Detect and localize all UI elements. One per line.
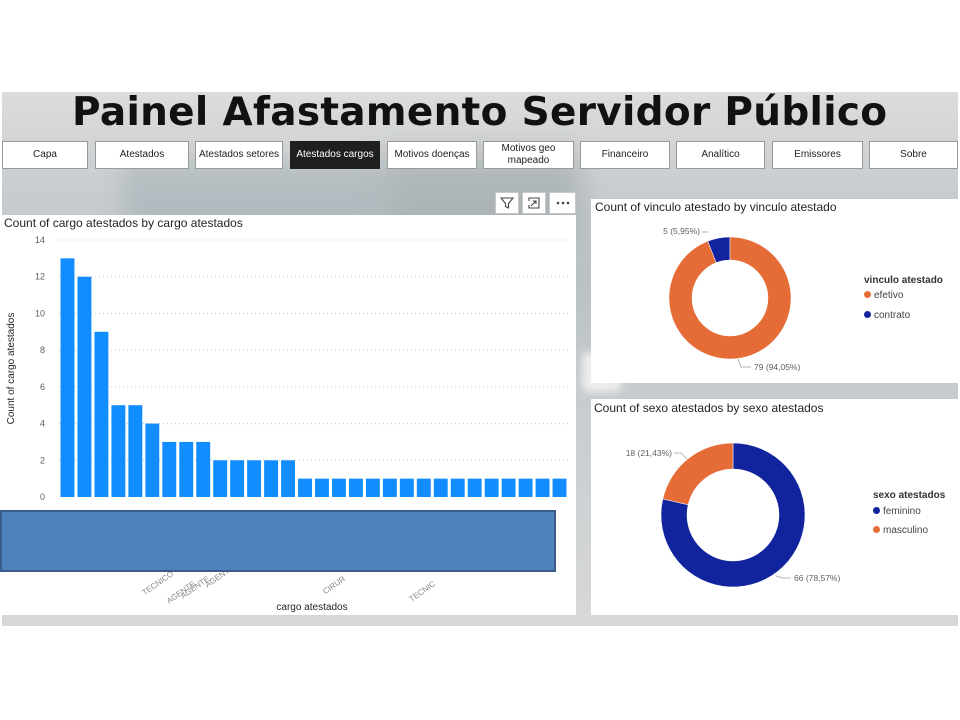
legend-label-feminino: feminino [883, 506, 921, 517]
data-label: 18 (21,43%) [626, 448, 672, 458]
data-label: 79 (94,05%) [754, 362, 800, 372]
bar [128, 405, 143, 497]
bar [552, 478, 567, 497]
legend-label-efetivo: efetivo [874, 290, 904, 301]
bar [196, 441, 211, 497]
bar [213, 460, 228, 497]
focus-mode-icon[interactable] [522, 192, 546, 214]
bar [60, 258, 75, 497]
legend-label-masculino: masculino [883, 525, 929, 536]
vinculo-donut-chart: 5 (5,95%) 79 (94,05%) [663, 226, 800, 372]
more-options-icon[interactable] [549, 192, 576, 214]
bar [298, 478, 312, 497]
bar [111, 405, 126, 497]
y-tick-label: 6 [40, 382, 45, 392]
bar [230, 460, 245, 497]
x-tick-label: TECNICO [140, 569, 175, 597]
bar [162, 441, 177, 497]
bar [416, 478, 431, 497]
bar [450, 478, 465, 497]
sexo-chart-title: Count of sexo atestados by sexo atestado… [594, 401, 824, 415]
tab-analitico[interactable]: Analítico [676, 141, 765, 169]
bar [77, 276, 92, 497]
legend-item-efetivo[interactable]: efetivo [864, 290, 903, 301]
bar [348, 478, 363, 497]
y-tick-label: 2 [40, 455, 45, 465]
tab-financeiro[interactable]: Financeiro [580, 141, 670, 169]
tab-motivos-doencas[interactable]: Motivos doenças [387, 141, 477, 169]
bar-chart-title: Count of cargo atestados by cargo atesta… [4, 216, 243, 230]
data-label-leader [737, 358, 751, 368]
bar [501, 478, 516, 497]
tab-atestados-cargos[interactable]: Atestados cargos [290, 141, 380, 169]
x-tick-label: CIRUR [321, 574, 347, 596]
bar [467, 478, 482, 497]
bar [94, 331, 109, 497]
y-axis-title: Count of cargo atestados [6, 313, 17, 425]
bar [433, 478, 448, 497]
y-tick-label: 14 [35, 235, 45, 245]
bar [247, 460, 262, 497]
tab-capa[interactable]: Capa [2, 141, 88, 169]
bar [315, 478, 329, 497]
tab-sobre[interactable]: Sobre [869, 141, 958, 169]
sexo-donut-chart: 66 (78,57%) 18 (21,43%) [626, 442, 840, 588]
sexo-legend-title: sexo atestados [873, 490, 946, 501]
bar-chart: 0 2 4 6 8 10 12 14 Count of cargo atestados cargo… [6, 235, 568, 613]
data-label-leader [674, 452, 688, 460]
data-label-leader [775, 575, 791, 579]
y-tick-label: 8 [40, 345, 45, 355]
bar [518, 478, 533, 497]
bar [365, 478, 380, 497]
vinculo-chart-title: Count of vinculo atestado by vinculo ate… [595, 200, 837, 214]
y-tick-label: 10 [35, 308, 45, 318]
tab-emissores[interactable]: Emissores [772, 141, 863, 169]
x-axis-title: cargo atestados [276, 602, 347, 613]
bar [281, 460, 296, 497]
filter-icon[interactable] [495, 192, 519, 214]
y-tick-label: 0 [40, 492, 45, 502]
legend-dot-feminino [873, 507, 880, 514]
bar [179, 441, 194, 497]
bar [145, 423, 160, 497]
legend-dot-contrato [864, 311, 871, 318]
y-tick-label: 12 [35, 272, 45, 282]
tab-motivos-geo-mapeado[interactable]: Motivos geo mapeado [483, 141, 574, 169]
legend-dot-efetivo [864, 291, 871, 298]
x-tick-label: TECNIC [408, 579, 438, 604]
donut-slice [668, 236, 792, 360]
bar [382, 478, 397, 497]
bar [331, 478, 346, 497]
legend-item-contrato[interactable]: contrato [864, 310, 910, 321]
legend-item-feminino[interactable]: feminino [873, 506, 921, 517]
overlay-shape [0, 510, 556, 572]
bar [484, 478, 499, 497]
y-tick-label: 4 [40, 419, 45, 429]
legend-dot-masculino [873, 526, 880, 533]
sexo-donut-panel[interactable]: Count of sexo atestados by sexo atestado… [591, 399, 958, 615]
data-label: 5 (5,95%) [663, 226, 700, 236]
legend-item-masculino[interactable]: masculino [873, 525, 928, 536]
vinculo-donut-panel[interactable]: Count of vinculo atestado by vinculo ate… [591, 199, 958, 383]
bar [535, 478, 550, 497]
legend-label-contrato: contrato [874, 310, 911, 321]
bar [399, 478, 414, 497]
data-label: 66 (78,57%) [794, 573, 840, 583]
tab-atestados[interactable]: Atestados [95, 141, 189, 169]
donut-slice [662, 442, 734, 506]
donut-slice [660, 442, 806, 588]
tab-atestados-setores[interactable]: Atestados setores [195, 141, 283, 169]
bar [264, 460, 279, 497]
vinculo-legend-title: vinculo atestado [864, 275, 943, 286]
page-title: Painel Afastamento Servidor Público [72, 92, 888, 135]
